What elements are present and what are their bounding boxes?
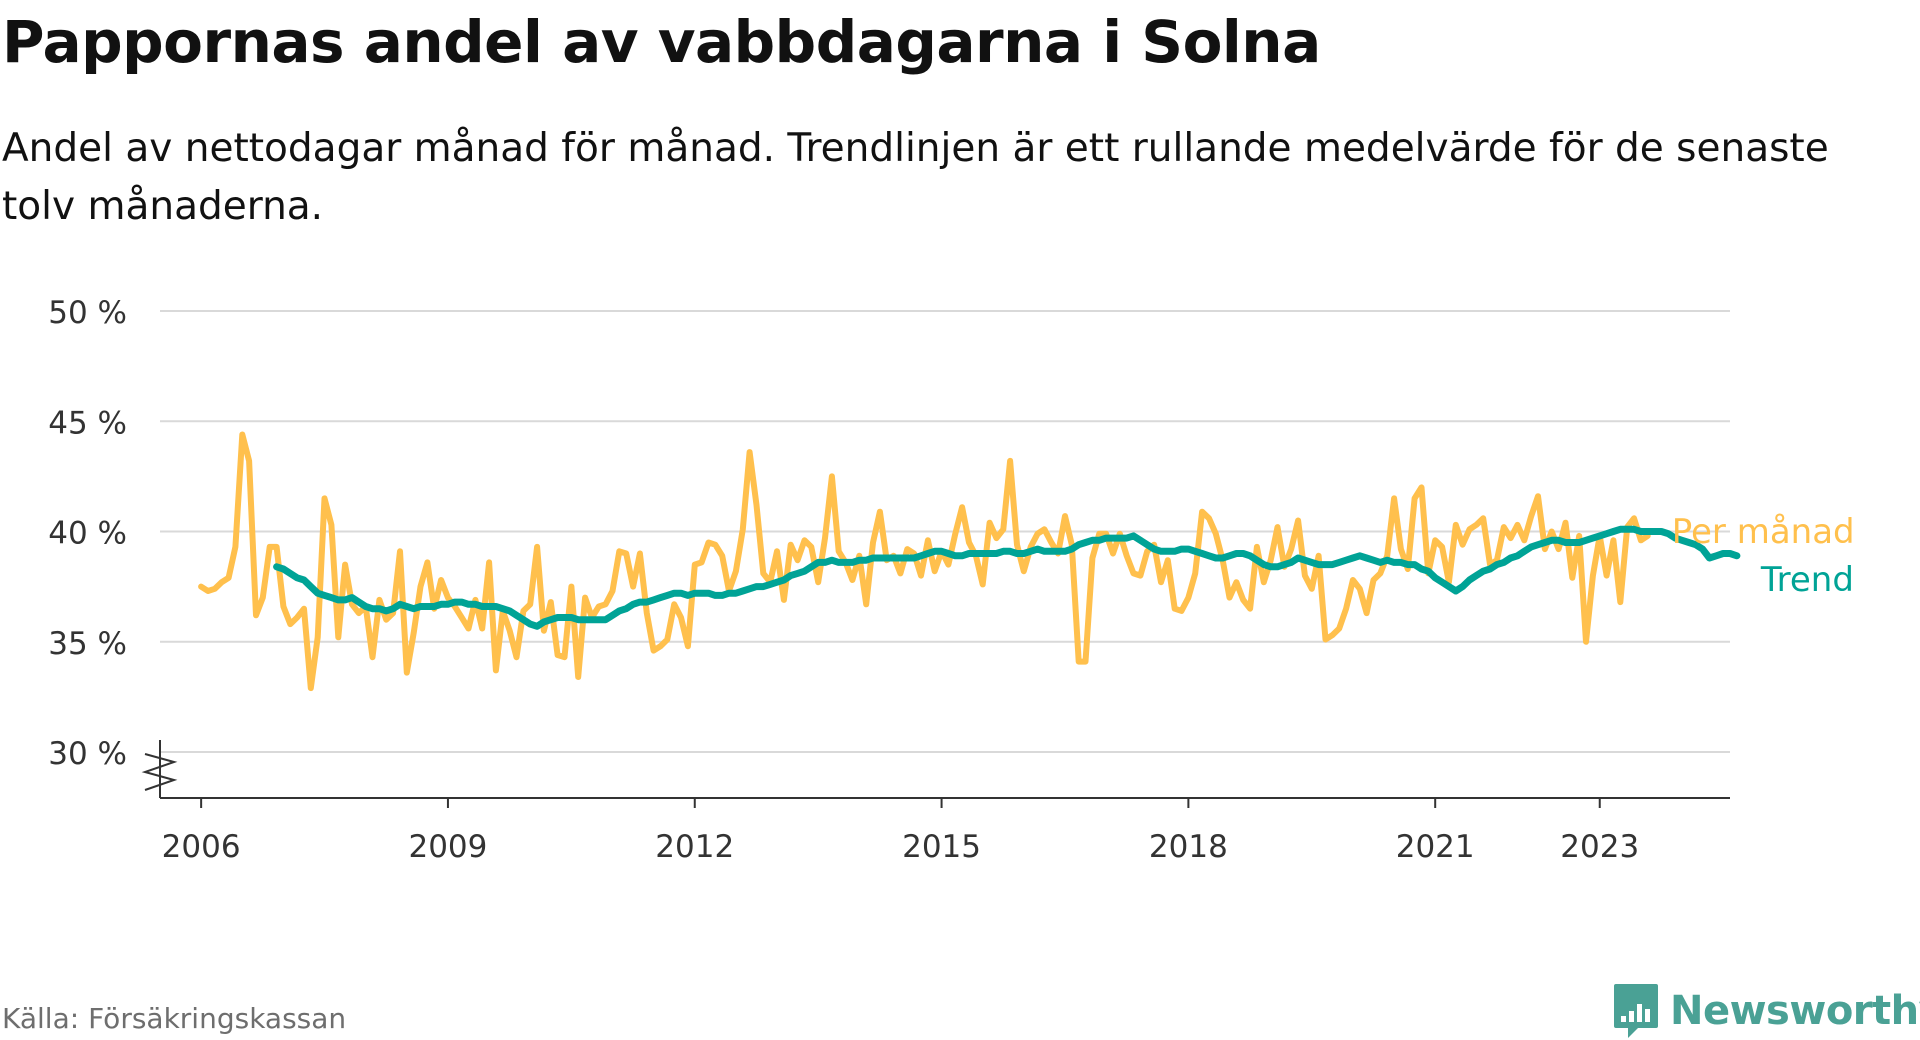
x-tick-label-2023: 2023 bbox=[1560, 829, 1639, 865]
line-chart: 30 % 35 % 40 % 45 % 50 % 2006 2009 2012 2015 201… bbox=[48, 295, 1855, 865]
newsworthy-logo-icon bbox=[1614, 984, 1658, 1038]
y-tick-labels: 30 % 35 % 40 % 45 % 50 % bbox=[48, 295, 127, 772]
x-tick-label-2012: 2012 bbox=[655, 829, 734, 865]
y-tick-label-50: 50 % bbox=[48, 295, 127, 331]
series-label-trend: Trend bbox=[1760, 560, 1854, 600]
axis-break-mark bbox=[141, 753, 178, 791]
grid-lines bbox=[160, 310, 1730, 753]
chart-subtitle: Andel av nettodagar månad för månad. Tre… bbox=[2, 126, 1829, 229]
chart-title: Pappornas andel av vabbdagarna i Solna bbox=[2, 8, 1321, 76]
y-tick-label-35: 35 % bbox=[48, 626, 127, 662]
y-tick-label-40: 40 % bbox=[48, 516, 127, 552]
source-note: Källa: Försäkringskassan bbox=[2, 1002, 347, 1035]
x-tick-label-2021: 2021 bbox=[1396, 829, 1475, 865]
series-label-monthly: Per månad bbox=[1672, 512, 1855, 552]
x-axis: 2006 2009 2012 2015 2018 2021 2023 bbox=[141, 740, 1730, 865]
x-tick-label-2009: 2009 bbox=[408, 829, 487, 865]
series-line-trend bbox=[273, 525, 1741, 630]
y-tick-label-45: 45 % bbox=[48, 405, 127, 441]
x-tick-label-2018: 2018 bbox=[1149, 829, 1228, 865]
brand-logo: Newsworthy bbox=[1612, 982, 1920, 1040]
y-tick-label-30: 30 % bbox=[48, 736, 127, 772]
x-tick-label-2015: 2015 bbox=[902, 829, 981, 865]
series-lines bbox=[198, 431, 1741, 692]
series-labels: Per månad Trend bbox=[1672, 512, 1855, 600]
x-tick-label-2006: 2006 bbox=[162, 829, 241, 865]
brand-name: Newsworthy bbox=[1670, 988, 1920, 1034]
series-line-monthly bbox=[198, 431, 1651, 692]
